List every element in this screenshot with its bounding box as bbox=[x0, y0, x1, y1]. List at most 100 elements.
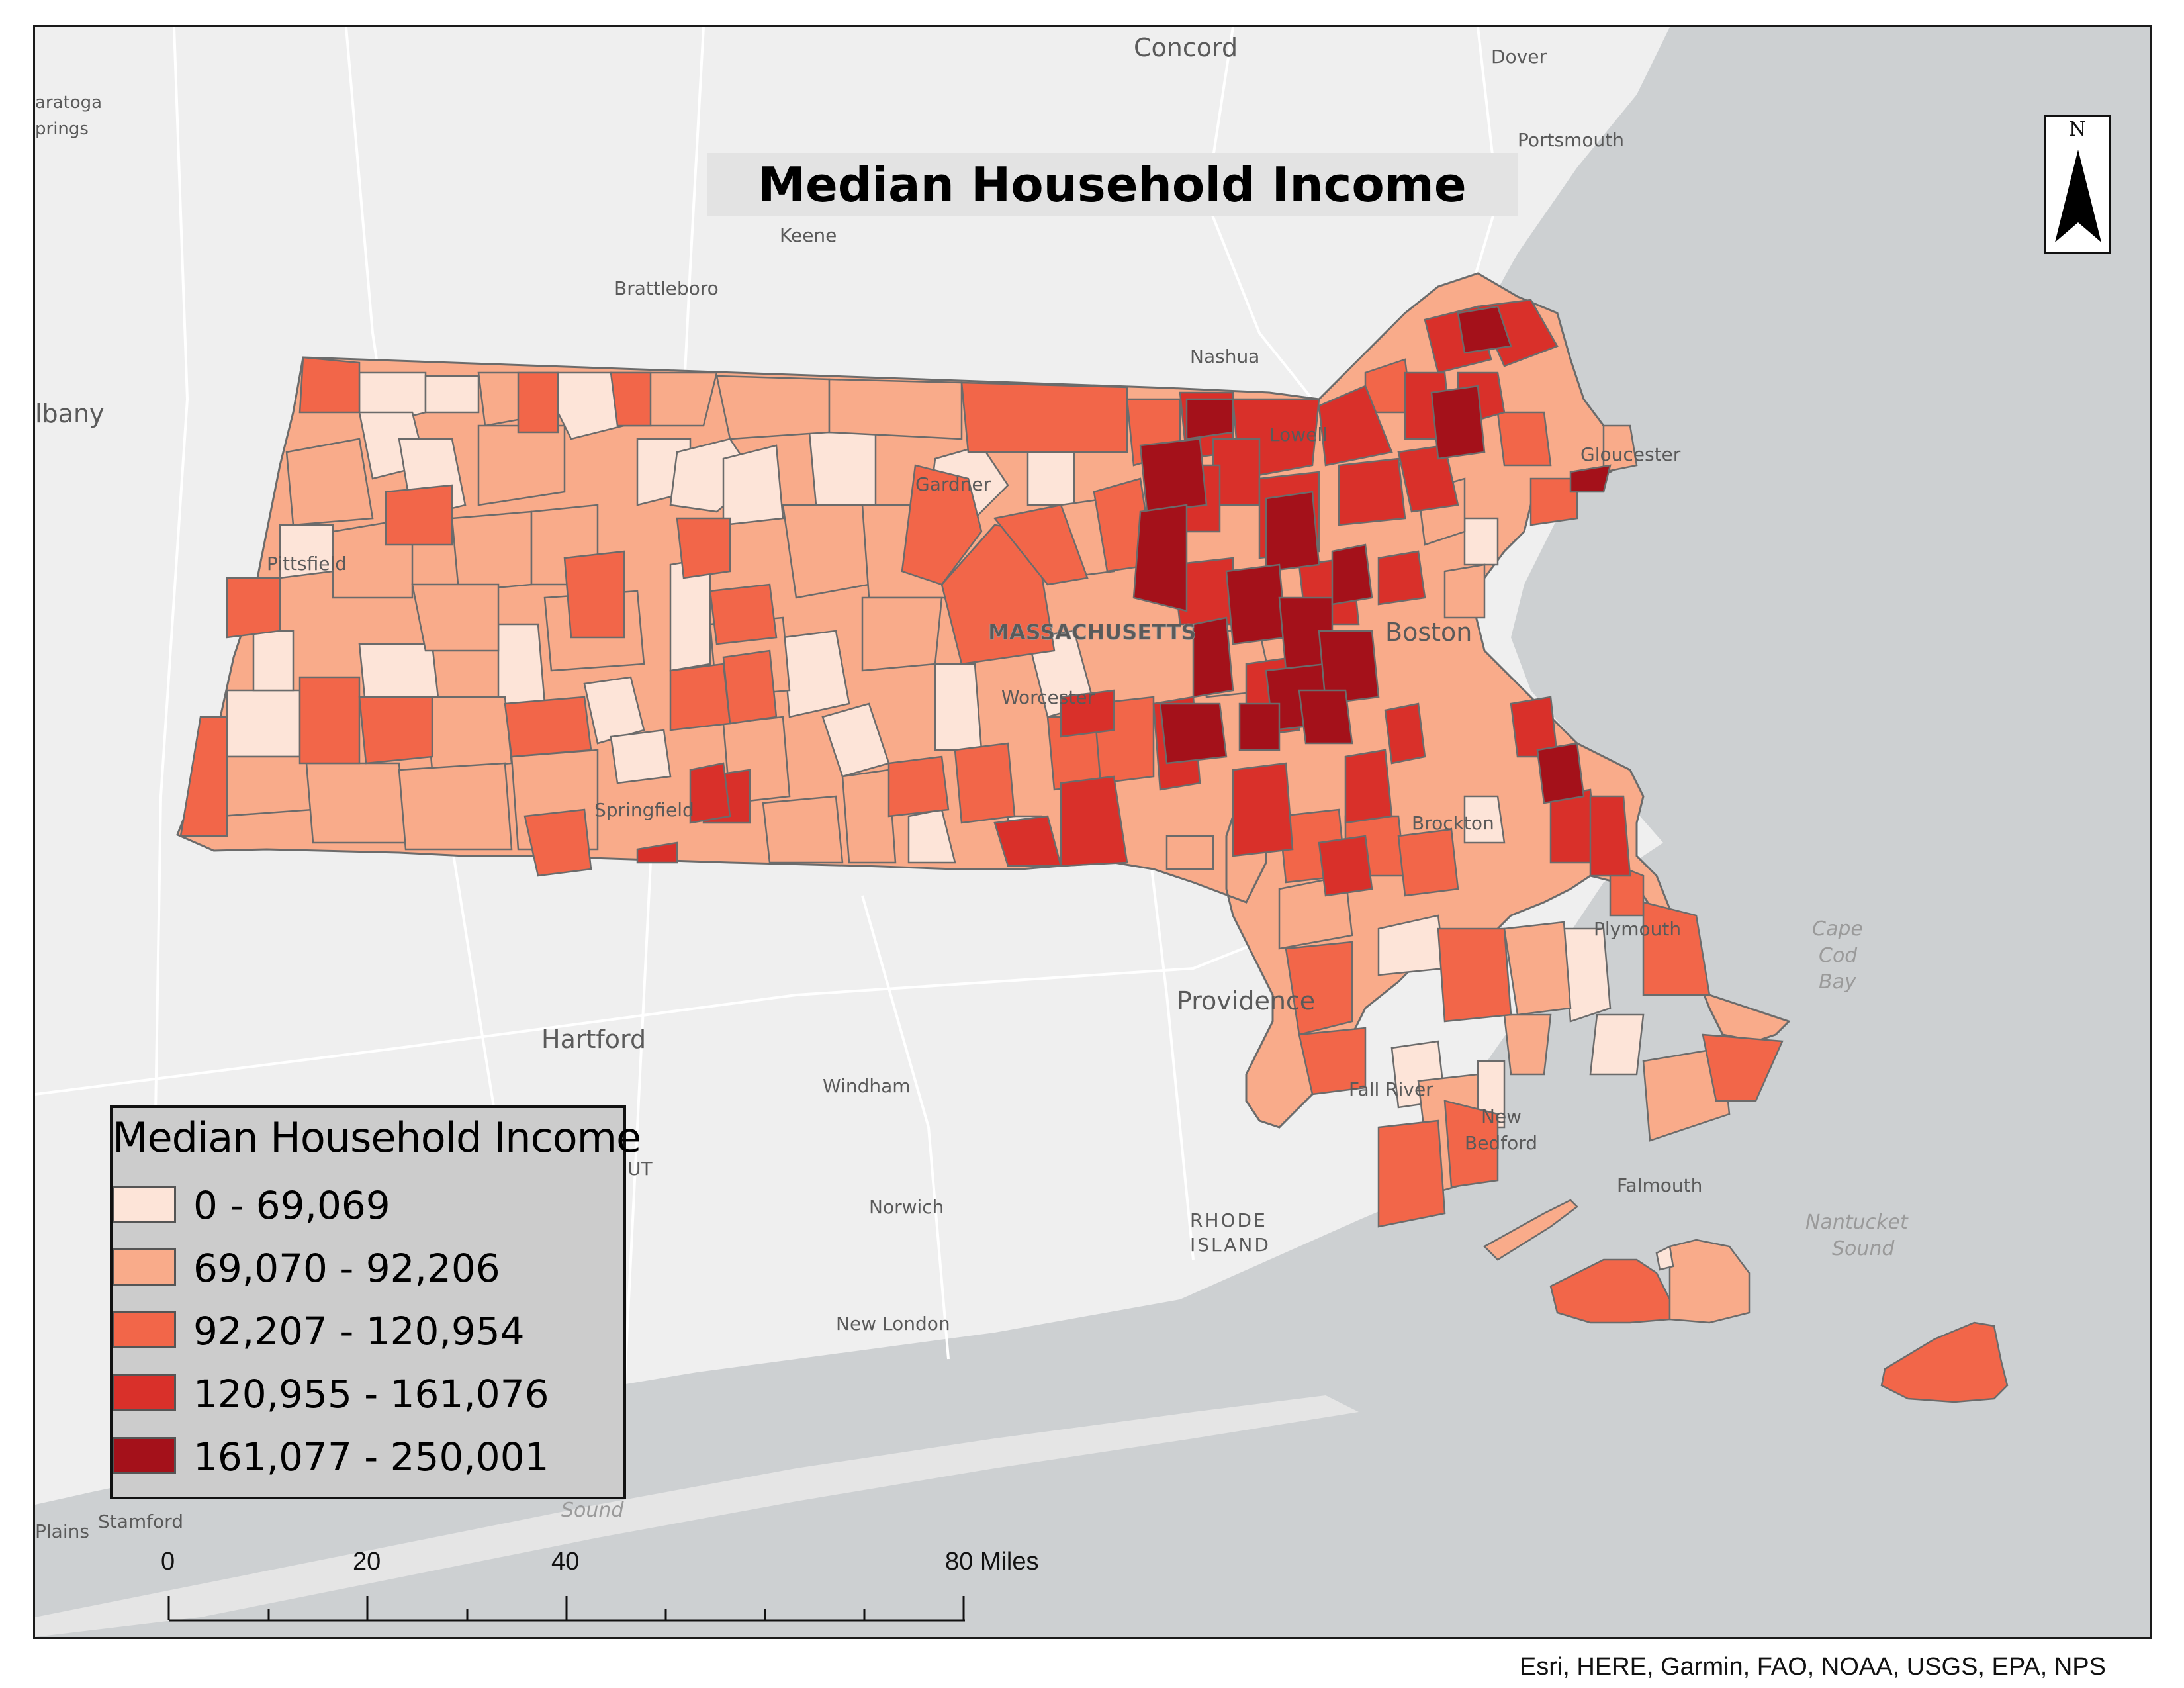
town-polygon[interactable] bbox=[722, 444, 784, 526]
town-polygon[interactable] bbox=[1702, 1033, 1784, 1102]
town-polygon[interactable] bbox=[1060, 775, 1128, 867]
town-polygon[interactable] bbox=[1232, 762, 1294, 857]
town-polygon[interactable] bbox=[1463, 517, 1499, 566]
town-polygon[interactable] bbox=[285, 438, 374, 526]
town-polygon[interactable] bbox=[1192, 616, 1234, 698]
town-polygon[interactable] bbox=[1529, 477, 1578, 526]
town-polygon[interactable] bbox=[1318, 630, 1380, 705]
town-polygon[interactable] bbox=[887, 755, 950, 818]
town-polygon[interactable] bbox=[828, 378, 963, 440]
town-polygon[interactable] bbox=[901, 464, 983, 586]
town-polygon[interactable] bbox=[298, 676, 361, 765]
town-polygon[interactable] bbox=[1318, 385, 1393, 467]
town-polygon[interactable] bbox=[219, 755, 314, 818]
town-polygon[interactable] bbox=[1503, 1013, 1552, 1076]
town-polygon[interactable] bbox=[1642, 1047, 1731, 1142]
town-polygon[interactable] bbox=[1430, 385, 1486, 460]
town-polygon[interactable] bbox=[1457, 305, 1512, 354]
town-polygon[interactable] bbox=[1338, 457, 1406, 526]
town-polygon[interactable] bbox=[1285, 941, 1353, 1036]
town-polygon[interactable] bbox=[861, 596, 943, 672]
town-polygon[interactable] bbox=[583, 676, 645, 745]
town-polygon[interactable] bbox=[1298, 1027, 1367, 1096]
town-polygon[interactable] bbox=[762, 795, 844, 864]
town-polygon[interactable] bbox=[722, 649, 778, 725]
town-polygon[interactable] bbox=[424, 696, 513, 771]
town-polygon[interactable] bbox=[993, 504, 1089, 586]
town-polygon[interactable] bbox=[504, 696, 592, 758]
town-polygon[interactable] bbox=[252, 630, 295, 692]
town-polygon[interactable] bbox=[411, 583, 500, 652]
town-polygon[interactable] bbox=[385, 484, 453, 546]
town-polygon[interactable] bbox=[517, 371, 559, 434]
town-polygon[interactable] bbox=[782, 504, 870, 599]
town-polygon[interactable] bbox=[451, 510, 533, 592]
town-polygon[interactable] bbox=[610, 371, 652, 427]
town-polygon[interactable] bbox=[424, 375, 480, 414]
town-polygon[interactable] bbox=[954, 742, 1016, 824]
town-polygon[interactable] bbox=[1344, 749, 1393, 824]
town-polygon[interactable] bbox=[1165, 835, 1214, 870]
town-polygon[interactable] bbox=[676, 517, 731, 579]
town-polygon[interactable] bbox=[934, 663, 983, 751]
town-polygon[interactable] bbox=[636, 841, 678, 864]
town-polygon[interactable] bbox=[1265, 491, 1320, 573]
town-polygon[interactable] bbox=[1397, 828, 1459, 897]
town-polygon[interactable] bbox=[358, 696, 433, 765]
town-polygon[interactable] bbox=[1318, 835, 1373, 897]
town-polygon[interactable] bbox=[1298, 689, 1353, 745]
islands[interactable] bbox=[1482, 1199, 2009, 1403]
town-polygon[interactable] bbox=[1496, 411, 1552, 467]
town-polygon[interactable] bbox=[563, 550, 625, 639]
cuttyhunk[interactable] bbox=[1655, 1245, 1674, 1271]
town-polygon[interactable] bbox=[1642, 901, 1711, 996]
town-polygon[interactable] bbox=[477, 424, 566, 506]
town-polygon[interactable] bbox=[1569, 464, 1612, 493]
town-polygon[interactable] bbox=[1437, 927, 1512, 1023]
town-polygon[interactable] bbox=[1331, 543, 1373, 606]
town-polygon[interactable] bbox=[1185, 398, 1234, 440]
town-polygon[interactable] bbox=[610, 729, 672, 784]
town-polygon[interactable] bbox=[398, 762, 513, 851]
town-polygon[interactable] bbox=[1132, 504, 1188, 612]
town-polygon[interactable] bbox=[497, 623, 546, 705]
town-polygon[interactable] bbox=[1384, 702, 1426, 765]
town-polygon[interactable] bbox=[841, 769, 897, 864]
town-polygon[interactable] bbox=[1159, 702, 1228, 765]
town-polygon[interactable] bbox=[179, 716, 228, 837]
town-polygon[interactable] bbox=[1377, 1119, 1446, 1228]
town-polygon[interactable] bbox=[1377, 550, 1426, 606]
town-polygon[interactable] bbox=[940, 524, 1056, 665]
town-polygon[interactable] bbox=[1026, 444, 1075, 506]
town-polygon[interactable] bbox=[715, 375, 831, 440]
town-polygon[interactable] bbox=[523, 808, 592, 877]
label-norwich: Norwich bbox=[869, 1196, 944, 1218]
town-polygon[interactable] bbox=[669, 663, 731, 731]
town-polygon[interactable] bbox=[689, 762, 731, 824]
town-polygon[interactable] bbox=[226, 689, 301, 758]
town-polygon[interactable] bbox=[1225, 563, 1287, 645]
town-polygon[interactable] bbox=[1589, 1013, 1645, 1076]
town-polygon[interactable] bbox=[1443, 1100, 1499, 1188]
town-polygon[interactable] bbox=[298, 356, 361, 414]
town-polygon[interactable] bbox=[960, 381, 1128, 453]
town-polygon[interactable] bbox=[1602, 424, 1638, 473]
town-polygon[interactable] bbox=[1503, 921, 1572, 1016]
town-polygons[interactable] bbox=[179, 299, 1784, 1228]
town-polygon[interactable] bbox=[305, 762, 407, 844]
town-polygon[interactable] bbox=[1060, 689, 1115, 738]
town-polygon[interactable] bbox=[808, 431, 877, 506]
town-polygon[interactable] bbox=[993, 815, 1062, 867]
elizabeth-islands[interactable] bbox=[1482, 1199, 1578, 1261]
town-polygon[interactable] bbox=[1397, 444, 1459, 513]
nantucket[interactable] bbox=[1880, 1321, 2009, 1403]
town-polygon[interactable] bbox=[1238, 702, 1281, 751]
town-polygon[interactable] bbox=[1139, 438, 1208, 513]
town-polygon[interactable] bbox=[226, 577, 281, 639]
town-polygon[interactable] bbox=[1589, 795, 1631, 877]
marthas-vineyard-east[interactable] bbox=[1668, 1239, 1751, 1324]
town-polygon[interactable] bbox=[1536, 742, 1585, 804]
town-polygon[interactable] bbox=[709, 583, 778, 645]
town-polygon[interactable] bbox=[1443, 563, 1486, 619]
town-polygon[interactable] bbox=[1463, 795, 1506, 844]
